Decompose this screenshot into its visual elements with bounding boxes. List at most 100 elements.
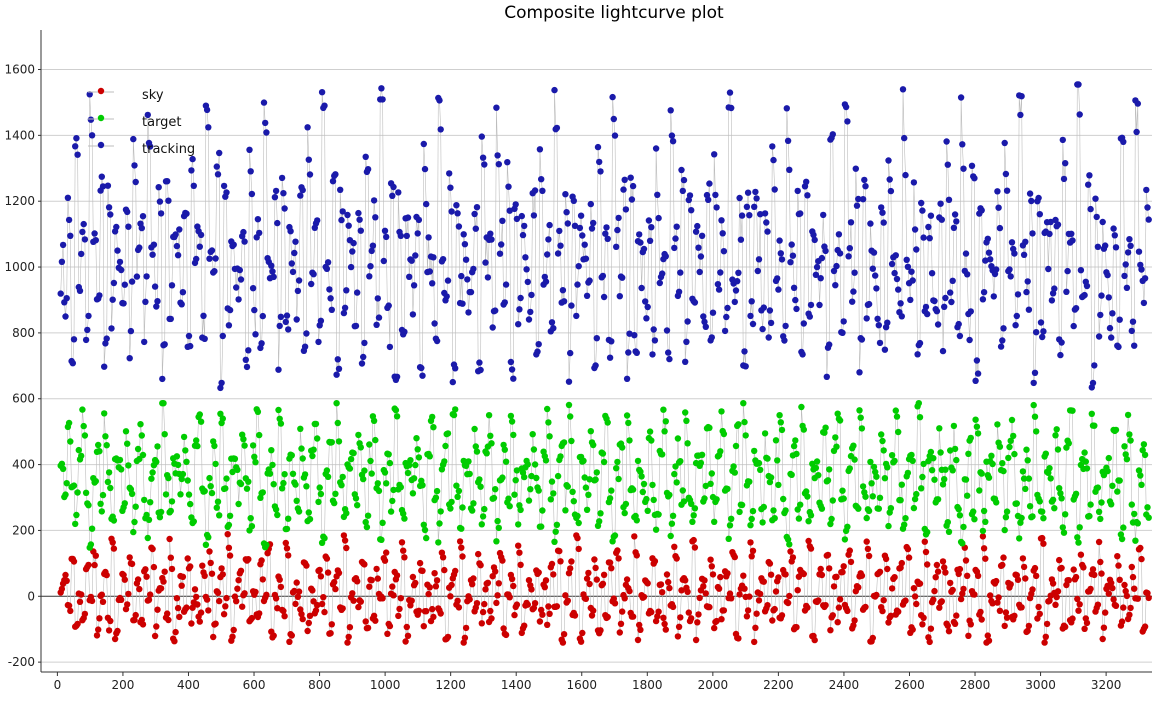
point-tracking	[1054, 221, 1062, 228]
point-target	[855, 505, 862, 512]
point-tracking	[304, 124, 311, 131]
point-tracking	[903, 256, 910, 263]
point-tracking	[449, 378, 456, 386]
point-sky	[317, 573, 325, 580]
point-target	[973, 423, 981, 430]
point-tracking	[1129, 318, 1137, 325]
point-tracking	[752, 188, 759, 196]
point-target	[1016, 535, 1023, 542]
point-sky	[1114, 553, 1121, 560]
point-sky	[425, 590, 432, 598]
point-tracking	[103, 335, 110, 342]
point-target	[865, 507, 873, 515]
point-sky	[456, 538, 464, 545]
point-sky	[707, 556, 714, 563]
point-target	[728, 515, 735, 522]
point-sky	[488, 615, 495, 622]
point-target	[476, 476, 483, 483]
point-tracking	[847, 219, 855, 226]
point-target	[149, 469, 156, 476]
point-target	[237, 480, 245, 488]
point-target	[177, 491, 184, 498]
point-tracking	[749, 320, 757, 328]
point-tracking	[1007, 273, 1014, 280]
point-tracking	[315, 338, 322, 346]
point-target	[180, 433, 188, 441]
point-target	[125, 462, 132, 469]
point-target	[988, 452, 995, 459]
point-tracking	[1013, 312, 1020, 320]
point-target	[1139, 447, 1146, 454]
point-target	[760, 503, 767, 511]
point-target	[885, 522, 892, 530]
x-tick-label: 2800	[960, 678, 991, 692]
point-sky	[747, 539, 754, 546]
point-sky	[741, 585, 748, 592]
point-tracking	[502, 281, 510, 288]
point-sky	[415, 607, 423, 614]
point-target	[902, 515, 909, 522]
point-tracking	[891, 269, 898, 277]
point-tracking	[679, 187, 686, 195]
point-sky	[1043, 620, 1051, 628]
point-target	[840, 495, 847, 502]
point-sky	[895, 608, 902, 615]
point-target	[63, 480, 70, 487]
point-target	[321, 535, 328, 542]
point-target	[207, 483, 214, 490]
point-target	[581, 474, 588, 481]
point-sky	[962, 557, 970, 564]
point-target	[639, 488, 646, 496]
point-sky	[95, 626, 102, 633]
point-tracking	[603, 224, 610, 231]
point-sky	[960, 585, 967, 593]
point-tracking	[293, 316, 300, 323]
point-sky	[574, 534, 581, 542]
x-tick-label: 2000	[698, 678, 729, 692]
point-sky	[143, 573, 150, 580]
point-sky	[214, 589, 222, 596]
point-tracking	[513, 215, 521, 223]
point-target	[455, 487, 463, 495]
point-tracking	[246, 146, 253, 153]
point-target	[587, 428, 594, 435]
point-target	[1018, 514, 1025, 522]
point-tracking	[183, 210, 190, 217]
point-tracking	[329, 178, 337, 185]
point-sky	[692, 636, 700, 644]
point-target	[913, 490, 920, 498]
point-sky	[282, 539, 289, 547]
point-target	[219, 415, 226, 422]
point-target	[947, 447, 954, 454]
point-target	[97, 500, 104, 507]
point-sky	[1000, 554, 1007, 561]
point-tracking	[738, 212, 746, 219]
point-tracking	[945, 196, 953, 203]
point-tracking	[501, 299, 508, 306]
point-tracking	[941, 303, 948, 310]
point-tracking	[781, 337, 788, 344]
point-tracking	[562, 191, 569, 198]
point-tracking	[116, 258, 124, 266]
point-sky	[109, 539, 116, 546]
point-tracking	[771, 186, 778, 193]
point-tracking	[467, 288, 475, 296]
point-target	[1138, 481, 1145, 488]
point-target	[976, 487, 983, 494]
point-tracking	[283, 312, 291, 319]
point-sky	[926, 638, 933, 646]
point-target	[626, 437, 633, 444]
point-tracking	[680, 176, 688, 184]
point-sky	[482, 586, 489, 593]
point-sky	[1065, 577, 1073, 584]
point-sky	[114, 627, 121, 635]
point-target	[661, 428, 668, 435]
point-target	[1141, 451, 1149, 459]
point-tracking	[600, 293, 608, 301]
point-tracking	[408, 257, 415, 264]
point-sky	[165, 616, 172, 624]
point-target	[634, 457, 642, 465]
point-target	[924, 528, 931, 536]
point-sky	[386, 622, 394, 630]
